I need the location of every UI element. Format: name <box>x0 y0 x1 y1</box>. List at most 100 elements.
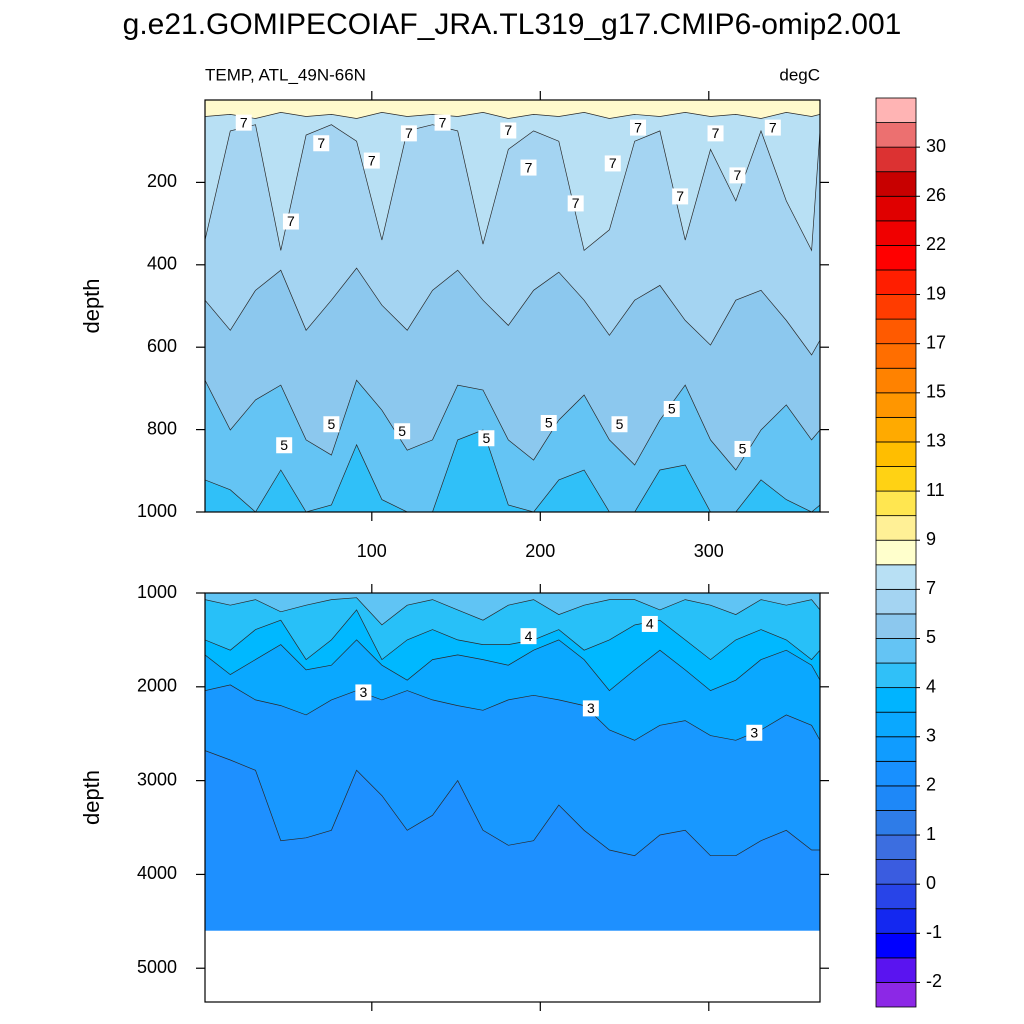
contour-label: 5 <box>668 401 676 417</box>
y-axis-label: depth <box>79 770 104 825</box>
colorbar-label: 11 <box>926 480 945 500</box>
colorbar-box <box>875 220 917 246</box>
contour-label-box <box>400 125 417 142</box>
contour-label-box <box>520 628 537 645</box>
colorbar-label: 3 <box>926 726 936 746</box>
colorbar-box <box>875 736 917 762</box>
contour-label-box <box>604 155 621 172</box>
subtitle-left: TEMP, ATL_49N-66N <box>205 65 366 84</box>
contour-label: 5 <box>280 437 288 453</box>
contour-label-box <box>734 440 751 457</box>
contour-label: 7 <box>240 114 248 130</box>
colorbar-box <box>875 195 917 222</box>
colorbar-label: 1 <box>926 824 936 844</box>
plot-area: 4 4 3 3 3 <box>205 593 820 931</box>
contour-label: 7 <box>572 195 580 211</box>
contour-label-box <box>567 195 584 212</box>
colorbar-label: 13 <box>926 431 946 451</box>
contour-label: 5 <box>545 415 553 431</box>
colorbar-box <box>875 834 917 860</box>
colorbar-box <box>875 932 917 959</box>
contour-label: 7 <box>525 159 533 175</box>
colorbar-box <box>875 687 917 713</box>
colorbar-box <box>875 269 917 295</box>
contour-line <box>205 684 820 741</box>
colorbar-label: 19 <box>926 283 946 303</box>
y-tick-label: 2000 <box>137 676 177 696</box>
contour-label-box <box>520 159 537 176</box>
colorbar-box <box>875 957 917 983</box>
y-tick-label: 5000 <box>137 957 177 977</box>
contour-label: 7 <box>317 135 325 151</box>
contour-label: 7 <box>676 188 684 204</box>
contour-label-box <box>630 119 647 136</box>
colorbar-box <box>875 588 917 615</box>
contour-label: 3 <box>750 724 758 740</box>
y-tick-label: 400 <box>147 254 177 274</box>
x-tick-label: 200 <box>525 541 555 561</box>
colorbar-box <box>875 982 917 1008</box>
colorbar-box <box>875 613 917 639</box>
contour-label-box <box>582 700 599 717</box>
colorbar-box <box>875 122 917 148</box>
colorbar-box <box>875 367 917 394</box>
contour-label-box <box>434 114 451 131</box>
y-tick-label: 1000 <box>137 582 177 602</box>
colorbar-box <box>875 146 917 173</box>
colorbar-box <box>875 539 917 566</box>
colorbar-label: 4 <box>926 676 936 696</box>
colorbar-box <box>875 318 917 345</box>
contour-label: 7 <box>609 155 617 171</box>
colorbar-box <box>875 859 917 885</box>
contour-label-box <box>611 416 628 433</box>
colorbar-label: -1 <box>926 922 942 942</box>
colorbar-label: 22 <box>926 234 946 254</box>
contour-line <box>205 379 820 471</box>
colorbar-box <box>875 97 917 123</box>
colorbar-box <box>875 294 917 320</box>
colorbar-box <box>875 245 917 271</box>
y-tick-label: 3000 <box>137 769 177 789</box>
colorbar-box <box>875 883 917 910</box>
contour-band <box>205 593 820 625</box>
contour-line <box>205 267 820 356</box>
contour-band <box>205 100 820 251</box>
colorbar-box <box>875 810 917 836</box>
contour-label: 7 <box>439 114 447 130</box>
contour-label-box <box>663 401 680 417</box>
colorbar-label: -2 <box>926 971 942 991</box>
y-tick-label: 800 <box>147 418 177 438</box>
contour-line <box>205 750 820 857</box>
colorbar-label: 9 <box>926 529 936 549</box>
colorbar-box <box>875 638 917 664</box>
y-tick-label: 1000 <box>137 501 177 521</box>
colorbar-box <box>875 515 917 541</box>
figure-title: g.e21.GOMIPECOIAF_JRA.TL319_g17.CMIP6-om… <box>123 8 902 41</box>
contour-label: 5 <box>616 416 624 432</box>
plot-area: 7 7 7 7 7 7 7 7 7 7 7 7 7 7 7 5 5 5 5 5 5 5 5 <box>205 100 820 512</box>
contour-label-box <box>672 188 689 205</box>
contour-label-box <box>394 423 411 440</box>
contour-label-box <box>707 125 724 142</box>
contour-label: 7 <box>405 125 413 141</box>
contour-line <box>205 124 820 252</box>
colorbar-box <box>875 662 917 689</box>
contour-label-box <box>641 615 658 632</box>
contour-label: 7 <box>769 119 777 135</box>
colorbar-box <box>875 392 917 418</box>
contour-label: 7 <box>712 125 720 141</box>
colorbar-box <box>875 343 917 369</box>
y-axis-label: depth <box>79 278 104 333</box>
contour-line <box>205 112 820 119</box>
contour-band <box>205 100 820 119</box>
colorbar-label: 26 <box>926 185 946 205</box>
contour-label: 7 <box>634 119 642 135</box>
y-tick-label: 4000 <box>137 863 177 883</box>
contour-label: 5 <box>739 441 747 457</box>
contour-band <box>205 593 820 660</box>
y-tick-label: 600 <box>147 336 177 356</box>
colorbar-box <box>875 171 917 197</box>
colorbar-box <box>875 760 917 787</box>
contour-label-box <box>363 152 380 169</box>
